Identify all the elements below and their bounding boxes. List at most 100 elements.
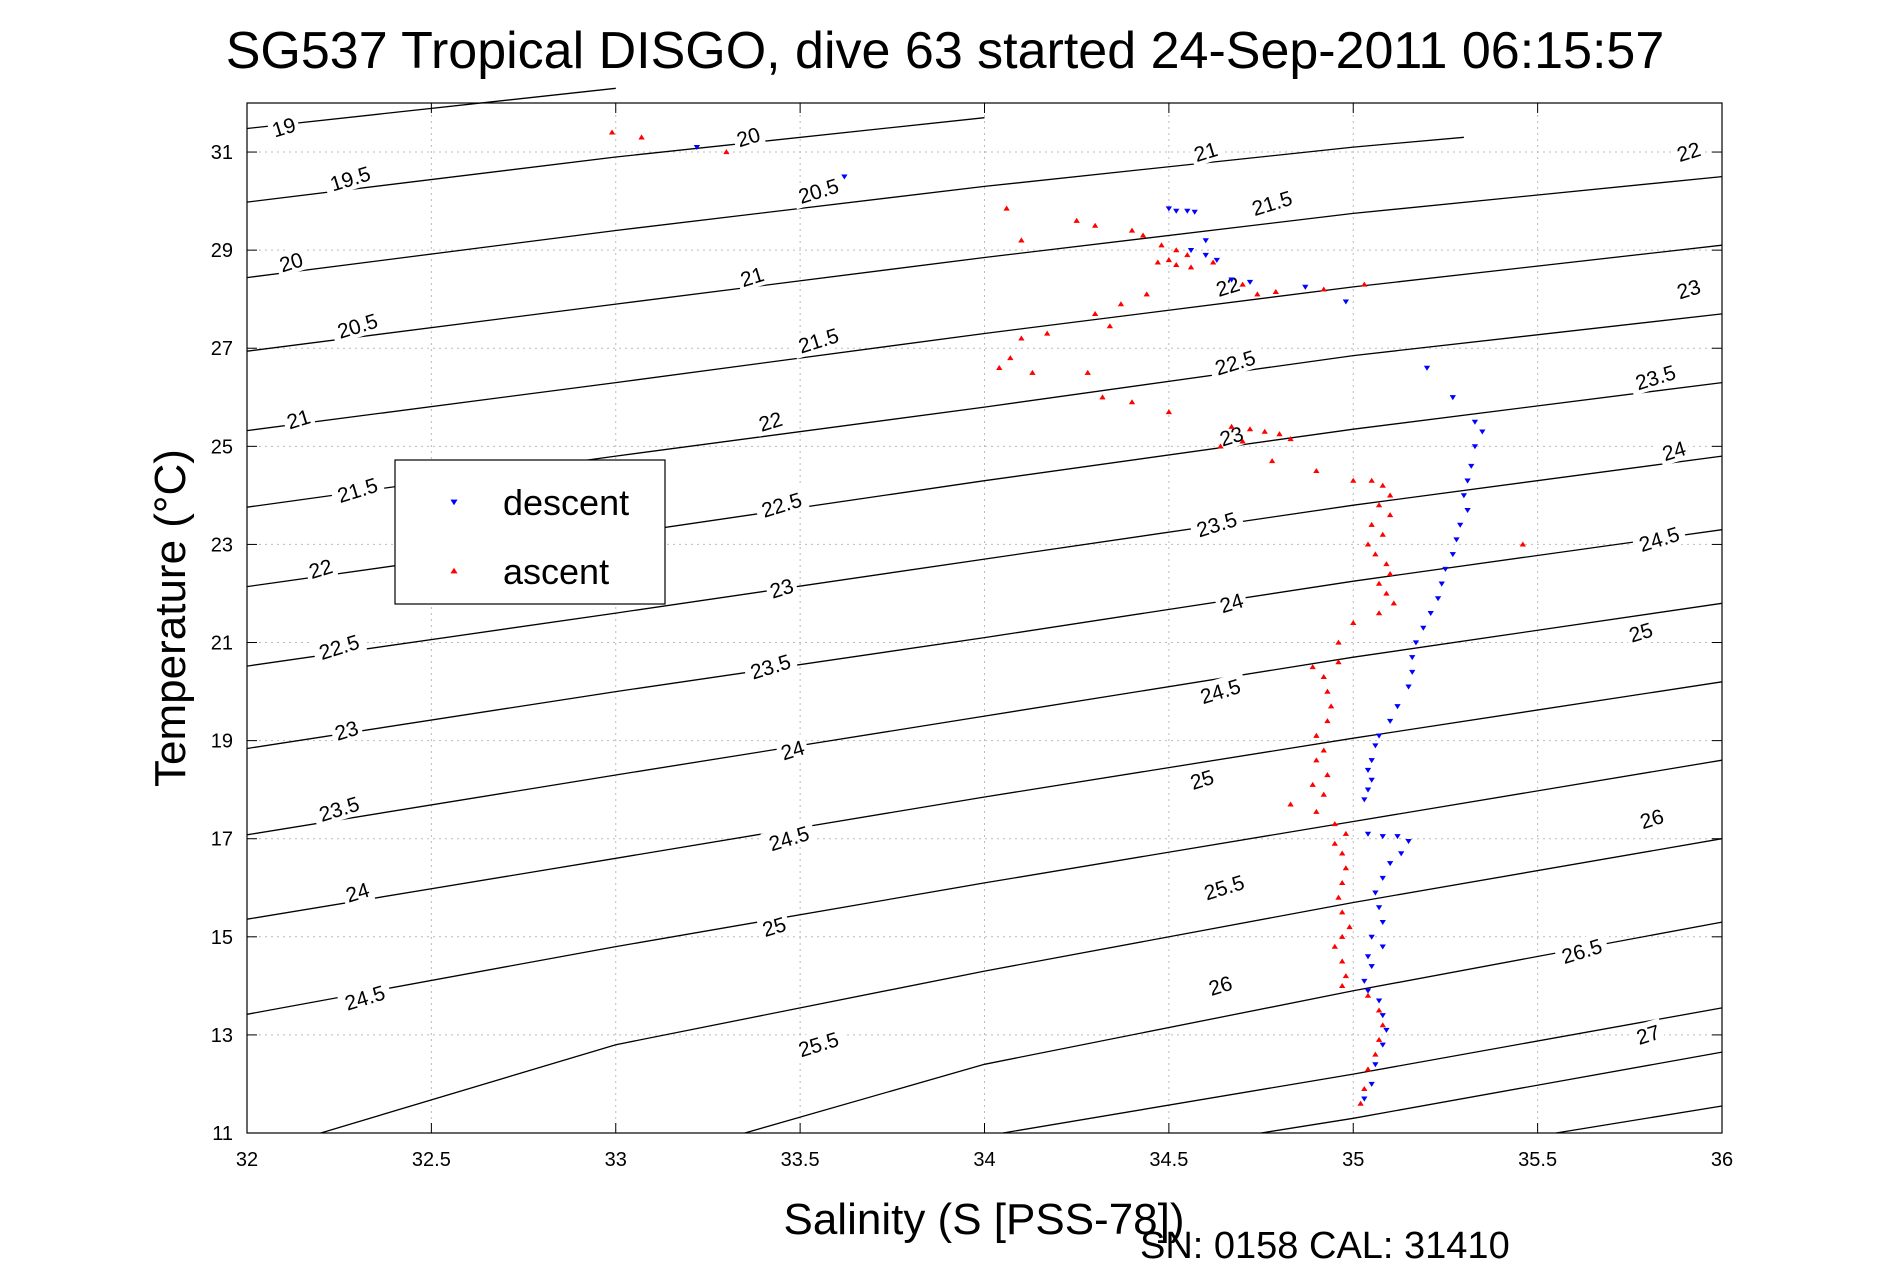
density-contour-26.5 [1260, 1051, 1723, 1134]
data-point-descent [1372, 1062, 1379, 1068]
data-point-ascent [1228, 423, 1235, 429]
contour-label: 21 [1187, 135, 1224, 167]
data-point-ascent [1350, 477, 1357, 483]
contour-label: 22.5 [310, 627, 368, 666]
density-contour-22.5 [246, 455, 1723, 667]
contour-label-background [280, 402, 317, 435]
data-point-descent [1361, 978, 1368, 984]
legend-marker-ascent [450, 567, 458, 574]
data-point-ascent [1313, 732, 1320, 738]
contour-label-background [1553, 931, 1610, 970]
contour-label: 24 [339, 875, 376, 908]
data-point-descent [1364, 831, 1372, 837]
data-point-descent [1173, 208, 1180, 214]
contour-label-background [753, 485, 810, 524]
contour-label-background [1188, 504, 1245, 543]
density-contour-26 [1002, 1007, 1723, 1134]
data-point-ascent [1165, 257, 1173, 263]
data-point-descent [1375, 733, 1383, 739]
data-point-descent [1364, 988, 1372, 994]
contour-label-background [1630, 1018, 1666, 1050]
data-point-descent [1449, 395, 1456, 401]
data-point-ascent [1368, 521, 1375, 527]
legend-box [394, 459, 666, 605]
data-point-descent [1409, 655, 1416, 661]
contour-label-background [741, 646, 799, 686]
x-tick-labels: 32 32.5 33 33.5 34 34.5 35 35.5 36 [236, 1149, 1733, 1171]
contour-label-background [1213, 586, 1250, 619]
density-contour-27 [1555, 1105, 1723, 1134]
density-contour-25 [320, 838, 1723, 1134]
data-point-ascent [1091, 310, 1099, 317]
data-point-ascent [1339, 982, 1346, 988]
data-point-ascent [1375, 610, 1383, 616]
contour-label-background [336, 978, 394, 1017]
data-point-ascent [1379, 531, 1386, 537]
data-point-ascent [723, 149, 730, 155]
x-tick-label: 35 [1342, 1149, 1364, 1171]
data-point-ascent [1327, 703, 1335, 709]
data-point-descent [1375, 998, 1383, 1004]
contour-label-background [1655, 434, 1692, 467]
data-point-ascent [1364, 992, 1372, 998]
data-point-descent [1405, 684, 1412, 690]
serial-calibration-footer: SN: 0158 CAL: 31410 [1140, 1225, 1510, 1262]
density-contour-23 [246, 529, 1723, 750]
data-point-descent [1386, 718, 1394, 724]
contour-label-background [321, 158, 379, 198]
data-point-ascent [1139, 232, 1147, 238]
data-point-ascent [1154, 259, 1161, 265]
contour-label-background [1243, 183, 1301, 222]
contour-label: 26 [1633, 802, 1670, 835]
data-point-descent [1379, 944, 1386, 950]
density-contour-24.5 [246, 759, 1723, 1015]
y-tick-label: 13 [211, 1025, 233, 1047]
contour-label-background [1206, 342, 1264, 382]
data-point-descent [1479, 429, 1486, 435]
data-point-descent [1364, 954, 1372, 960]
contour-label-background [339, 875, 376, 908]
data-point-ascent [1331, 840, 1338, 846]
data-point-ascent [1173, 261, 1180, 267]
data-point-ascent [1364, 541, 1372, 547]
data-point-ascent [1375, 580, 1383, 586]
data-point-descent [1202, 252, 1209, 258]
data-point-descent [1434, 596, 1442, 602]
data-point-ascent [1331, 943, 1338, 949]
contour-label: 20 [273, 245, 309, 278]
data-point-ascent [1339, 933, 1346, 939]
data-point-ascent [1254, 291, 1261, 297]
data-point-ascent [1519, 541, 1527, 547]
grid-lines [247, 103, 1722, 1133]
contour-label-background [789, 1024, 847, 1063]
data-point-ascent [1106, 323, 1114, 329]
contour-label: 22.5 [1206, 342, 1264, 382]
data-point-ascent [1357, 1100, 1364, 1106]
data-point-ascent [1187, 264, 1195, 270]
data-point-ascent [1073, 217, 1080, 223]
data-point-ascent [1044, 330, 1051, 336]
contour-label: 27 [1630, 1018, 1666, 1050]
data-point-ascent [1313, 467, 1320, 473]
data-point-ascent [1342, 865, 1350, 871]
data-point-ascent [1386, 512, 1394, 518]
data-point-ascent [1364, 1066, 1372, 1072]
data-point-descent [1364, 767, 1372, 773]
data-point-descent [1386, 861, 1394, 867]
contour-label-background [1202, 969, 1239, 1001]
data-point-ascent [1342, 830, 1350, 836]
contour-label-background [734, 260, 770, 293]
data-point-descent [1246, 279, 1254, 285]
axis-ticks [246, 103, 1723, 1134]
x-tick-label: 36 [1711, 1149, 1733, 1171]
contour-label-background [1183, 763, 1220, 795]
data-point-ascent [1320, 791, 1327, 797]
data-point-descent [1361, 1096, 1368, 1102]
data-point-descent [1471, 444, 1479, 450]
y-tick-label: 23 [211, 534, 233, 556]
data-point-ascent [1331, 821, 1338, 827]
data-point-descent [1368, 777, 1375, 783]
data-point-ascent [608, 129, 616, 135]
data-point-ascent [1018, 237, 1025, 243]
data-point-ascent [1324, 718, 1331, 724]
